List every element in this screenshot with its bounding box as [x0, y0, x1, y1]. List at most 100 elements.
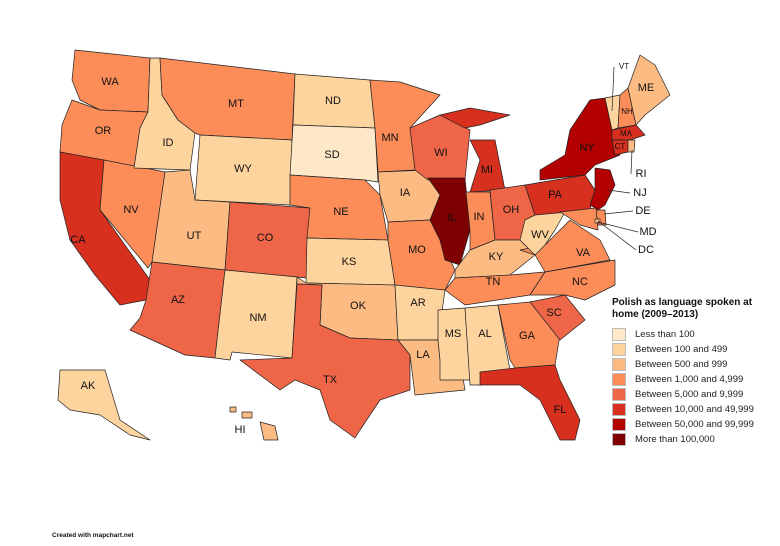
state-label-va: VA	[576, 247, 591, 259]
state-label-pa: PA	[548, 189, 563, 201]
leader-line-de	[603, 210, 634, 215]
state-label-nc: NC	[572, 276, 588, 288]
state-label-ri: RI	[636, 168, 647, 180]
state-label-nm: NM	[249, 312, 266, 324]
state-label-ma: MA	[620, 129, 633, 138]
state-label-ut: UT	[187, 230, 202, 242]
state-sc	[529, 294, 586, 341]
leader-line-md	[597, 221, 639, 233]
state-label-sd: SD	[324, 149, 339, 161]
legend-label: Between 5,000 and 9,999	[635, 389, 744, 400]
legend-label: Between 10,000 and 49,999	[635, 404, 754, 415]
state-label-id: ID	[163, 137, 174, 149]
state-label-ak: AK	[81, 380, 96, 392]
state-ma	[611, 124, 646, 141]
state-hi	[229, 406, 237, 413]
state-label-az: AZ	[171, 294, 185, 306]
state-label-wy: WY	[234, 163, 252, 175]
state-label-wv: WV	[531, 229, 549, 241]
state-label-dc: DC	[638, 244, 654, 256]
legend-label: More than 100,000	[635, 434, 715, 445]
state-nj	[589, 167, 616, 211]
state-label-ct: CT	[615, 142, 626, 151]
legend-swatch	[612, 373, 626, 386]
legend-item: Between 10,000 and 49,999	[612, 402, 780, 417]
legend-swatch	[612, 433, 626, 446]
state-label-mn: MN	[381, 132, 398, 144]
state-label-sc: SC	[546, 307, 561, 319]
state-label-nj: NJ	[633, 187, 646, 199]
state-label-vt: VT	[619, 62, 629, 71]
state-nv	[99, 159, 166, 269]
legend-label: Between 500 and 999	[635, 359, 728, 370]
state-label-mt: MT	[228, 98, 244, 110]
state-md	[559, 207, 599, 231]
state-label-ks: KS	[342, 256, 357, 268]
state-label-ms: MS	[445, 328, 462, 340]
state-label-ny: NY	[579, 142, 595, 154]
state-ri	[627, 139, 636, 153]
state-fl	[479, 364, 581, 441]
legend-swatch	[612, 403, 626, 416]
state-label-mi: MI	[481, 164, 493, 176]
state-label-la: LA	[416, 349, 430, 361]
state-label-wa: WA	[101, 76, 119, 88]
state-label-fl: FL	[554, 404, 567, 416]
credit-text: Created with mapchart.net	[52, 532, 134, 539]
state-label-md: MD	[639, 226, 656, 238]
state-label-ar: AR	[410, 297, 425, 309]
state-mi	[469, 139, 506, 193]
state-label-ok: OK	[350, 300, 367, 312]
state-hi	[259, 421, 279, 441]
state-label-al: AL	[478, 328, 491, 340]
legend-item: More than 100,000	[612, 432, 780, 447]
legend-swatch	[612, 358, 626, 371]
state-label-il: IL	[447, 212, 456, 224]
state-label-nd: ND	[325, 95, 341, 107]
state-hi	[241, 411, 253, 419]
state-tx	[239, 283, 411, 439]
state-ms	[437, 307, 471, 381]
legend-item: Between 5,000 and 9,999	[612, 387, 780, 402]
leader-line-dc	[597, 220, 637, 251]
state-label-tn: TN	[486, 276, 501, 288]
state-label-ga: GA	[519, 330, 536, 342]
state-label-nv: NV	[123, 204, 139, 216]
state-label-ia: IA	[400, 187, 411, 199]
legend-swatch	[612, 343, 626, 356]
leader-line-vt	[611, 66, 615, 112]
state-mi	[439, 107, 511, 129]
state-ar	[394, 284, 446, 341]
legend-label: Between 1,000 and 4,999	[635, 374, 744, 385]
legend-title: Polish as language spoken at home (2009–…	[612, 297, 753, 320]
state-label-me: ME	[638, 82, 655, 94]
state-label-tx: TX	[323, 374, 338, 386]
legend-label: Between 100 and 499	[635, 344, 728, 355]
leader-line-ri	[630, 149, 633, 175]
legend: Polish as language spoken at home (2009–…	[612, 297, 780, 447]
state-label-ne: NE	[333, 206, 348, 218]
state-label-mo: MO	[408, 244, 426, 256]
leader-line-nj	[607, 189, 631, 194]
state-label-ca: CA	[70, 234, 86, 246]
legend-item: Less than 100	[612, 327, 780, 342]
state-label-hi: HI	[235, 424, 246, 436]
state-sd	[289, 124, 379, 183]
legend-item: Between 50,000 and 99,999	[612, 417, 780, 432]
state-va	[519, 219, 611, 273]
state-label-or: OR	[95, 125, 112, 137]
state-ak	[57, 369, 151, 441]
state-label-co: CO	[257, 232, 274, 244]
state-label-ky: KY	[489, 251, 504, 263]
legend-swatch	[612, 328, 626, 341]
legend-item: Between 100 and 499	[612, 342, 780, 357]
legend-item: Between 500 and 999	[612, 357, 780, 372]
state-label-wi: WI	[434, 147, 447, 159]
state-label-nh: NH	[621, 107, 633, 116]
legend-label: Between 50,000 and 99,999	[635, 419, 754, 430]
state-label-de: DE	[635, 205, 650, 217]
legend-label: Less than 100	[635, 329, 695, 340]
state-label-in: IN	[474, 211, 485, 223]
legend-item: Between 1,000 and 4,999	[612, 372, 780, 387]
